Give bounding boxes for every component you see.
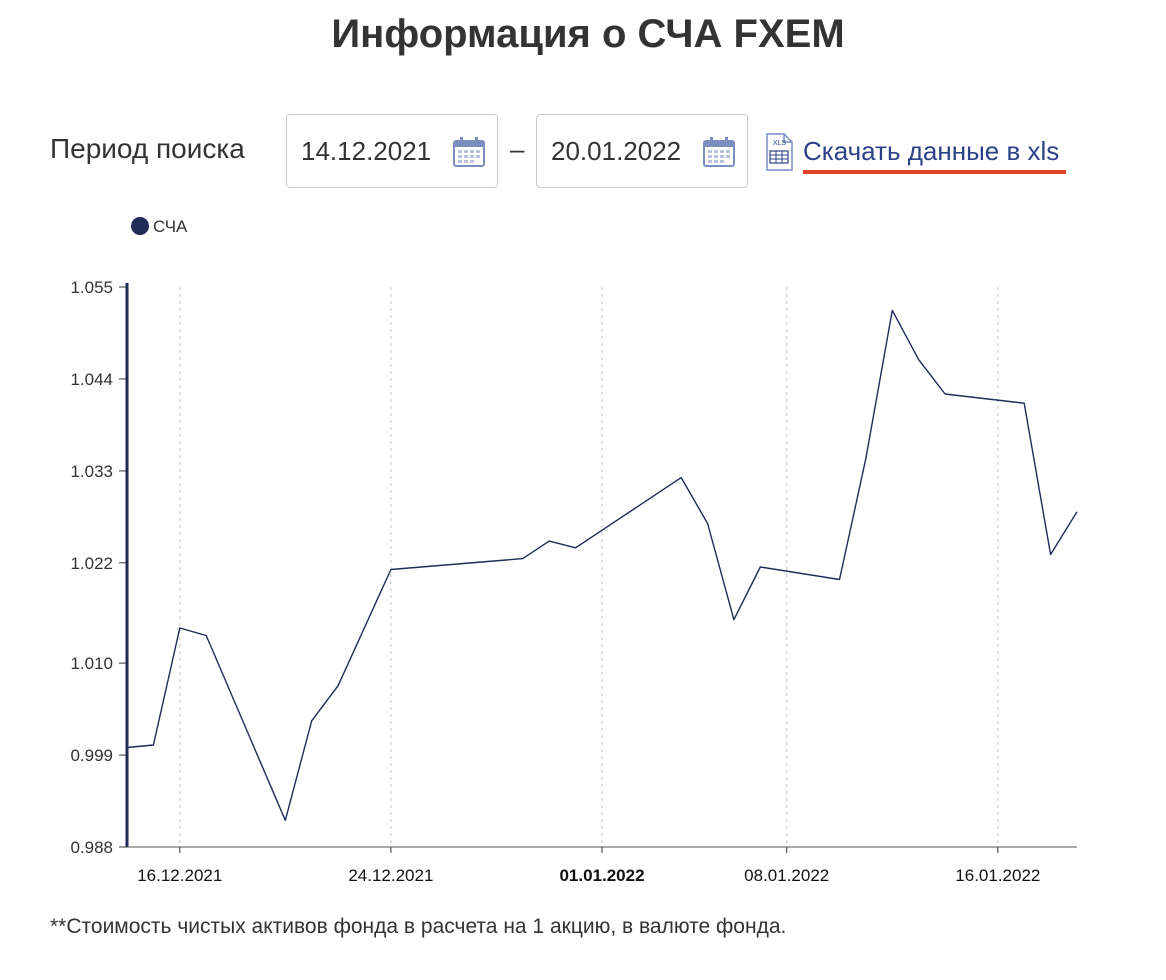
- date-to-field[interactable]: 20.01.2022: [536, 114, 748, 188]
- legend-dot: [131, 217, 149, 235]
- chart-legend[interactable]: СЧА: [131, 217, 187, 237]
- y-tick-label: 1.010: [70, 654, 113, 673]
- date-from-value: 14.12.2021: [301, 136, 432, 166]
- x-tick-label: 16.12.2021: [137, 866, 222, 885]
- xls-icon-text: XLS: [773, 140, 787, 147]
- period-label: Период поиска: [50, 133, 245, 164]
- y-tick-label: 1.044: [70, 370, 113, 389]
- footnote: **Стоимость чистых активов фонда в расче…: [50, 915, 787, 938]
- date-separator: –: [510, 134, 525, 164]
- y-tick-label: 0.988: [70, 838, 113, 857]
- legend-label: СЧА: [153, 217, 188, 236]
- y-tick-label: 1.022: [70, 554, 113, 573]
- nav-series-line: [126, 309, 1078, 821]
- x-tick-label: 01.01.2022: [559, 866, 644, 885]
- date-from-field[interactable]: 14.12.2021: [286, 114, 498, 188]
- download-xls-link[interactable]: Скачать данные в xls: [803, 136, 1060, 166]
- y-tick-label: 1.055: [70, 278, 113, 297]
- x-tick-label: 24.12.2021: [348, 866, 433, 885]
- y-tick-label: 0.999: [70, 746, 113, 765]
- page-title: Информация о СЧА FXEM: [331, 12, 845, 56]
- calendar-icon[interactable]: [453, 137, 485, 172]
- nav-line-chart: 16.12.2021 24.12.2021 01.01.2022 08.01.2022…: [70, 278, 1078, 885]
- calendar-icon[interactable]: [703, 137, 735, 172]
- y-tick-label: 1.033: [70, 462, 113, 481]
- x-tick-label: 16.01.2022: [955, 866, 1040, 885]
- download-link-underline: [803, 170, 1066, 174]
- xls-file-icon[interactable]: XLS: [764, 133, 794, 176]
- x-tick-label: 08.01.2022: [744, 866, 829, 885]
- date-to-value: 20.01.2022: [551, 136, 682, 166]
